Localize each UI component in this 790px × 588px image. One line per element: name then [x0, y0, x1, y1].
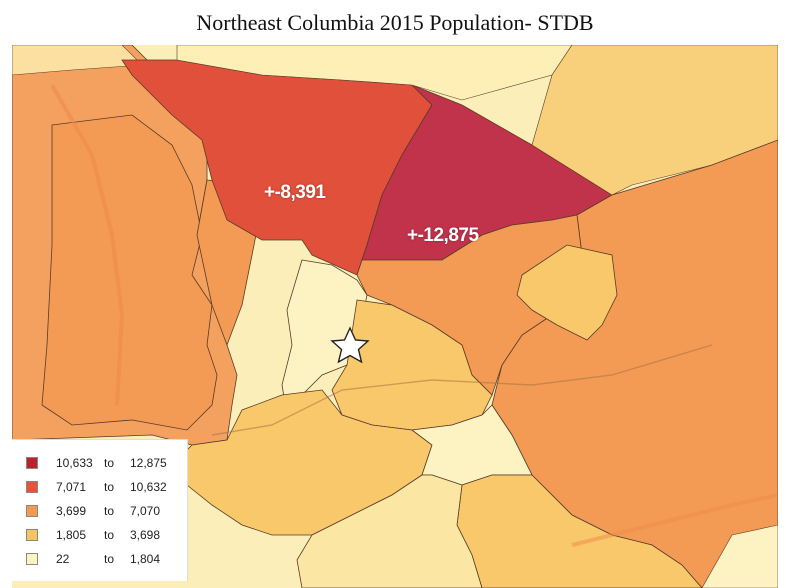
region-center-sliver[interactable] — [281, 259, 368, 416]
choropleth-map[interactable]: +-8,391 +-12,875 — [12, 45, 778, 588]
highway-west — [50, 84, 125, 406]
legend-sep: to — [104, 552, 115, 566]
legend-row: 22 to 1,804 — [26, 550, 190, 568]
legend-swatch — [26, 529, 38, 541]
region-west-inner[interactable] — [41, 114, 218, 431]
legend-swatch — [26, 505, 38, 517]
legend-row: 3,699 to 7,070 — [26, 502, 190, 520]
legend-min: 22 — [56, 552, 70, 566]
legend-min: 10,633 — [56, 456, 93, 470]
legend-sep: to — [104, 528, 115, 542]
region-12875-label: +-12,875 — [407, 225, 479, 246]
highway-southeast — [571, 493, 778, 547]
legend-swatch — [26, 457, 38, 469]
map-canvas — [12, 45, 778, 588]
region-southeast-corner[interactable] — [701, 524, 778, 588]
region-north-top[interactable] — [176, 45, 573, 101]
legend-max: 7,070 — [130, 504, 161, 518]
legend-swatch — [26, 481, 38, 493]
legend-swatch — [26, 553, 38, 565]
legend-sep: to — [104, 504, 115, 518]
legend-max: 1,804 — [130, 552, 161, 566]
road-center — [211, 344, 713, 436]
star-icon[interactable] — [330, 326, 370, 364]
region-northeast[interactable] — [531, 45, 778, 196]
region-8391-label: +-8,391 — [264, 182, 326, 203]
legend-max: 3,698 — [130, 528, 161, 542]
legend-max: 12,875 — [130, 456, 167, 470]
region-center-blob[interactable] — [516, 244, 618, 341]
map-legend: 10,633 to 12,875 7,071 to 10,632 3,699 t… — [12, 439, 188, 581]
legend-max: 10,632 — [130, 480, 167, 494]
legend-min: 3,699 — [56, 504, 87, 518]
legend-row: 1,805 to 3,698 — [26, 526, 190, 544]
map-title: Northeast Columbia 2015 Population- STDB — [196, 10, 594, 35]
region-northwest-corner[interactable] — [12, 45, 143, 76]
legend-min: 7,071 — [56, 480, 87, 494]
legend-row: 7,071 to 10,632 — [26, 478, 190, 496]
legend-sep: to — [104, 480, 115, 494]
legend-row: 10,633 to 12,875 — [26, 454, 190, 472]
region-south-bottom[interactable] — [296, 474, 483, 588]
legend-min: 1,805 — [56, 528, 87, 542]
legend-sep: to — [104, 456, 115, 470]
